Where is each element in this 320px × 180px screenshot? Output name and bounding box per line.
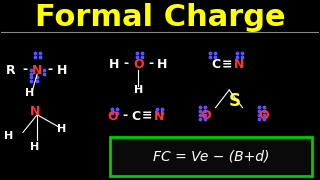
Text: -: - bbox=[22, 63, 27, 76]
Text: H: H bbox=[134, 86, 143, 95]
Text: N: N bbox=[234, 58, 244, 71]
Text: ≡: ≡ bbox=[221, 58, 232, 71]
Text: Formal Charge: Formal Charge bbox=[35, 3, 285, 32]
Text: H: H bbox=[56, 64, 67, 76]
Text: -: - bbox=[124, 57, 129, 70]
Text: C: C bbox=[131, 110, 140, 123]
Text: N: N bbox=[29, 105, 40, 118]
Text: O: O bbox=[259, 109, 269, 122]
Text: O: O bbox=[108, 110, 118, 123]
Text: H: H bbox=[4, 131, 13, 141]
Text: ≡: ≡ bbox=[142, 110, 152, 123]
Text: O: O bbox=[200, 109, 211, 122]
Text: FC = Ve − (B+d): FC = Ve − (B+d) bbox=[153, 150, 269, 164]
FancyBboxPatch shape bbox=[110, 138, 312, 176]
Text: C: C bbox=[211, 58, 220, 71]
Text: O: O bbox=[133, 58, 144, 71]
Text: H: H bbox=[25, 88, 34, 98]
Text: R: R bbox=[6, 64, 16, 76]
Text: H: H bbox=[30, 142, 39, 152]
Text: N: N bbox=[32, 64, 42, 76]
Text: N: N bbox=[154, 110, 164, 123]
Text: S: S bbox=[228, 92, 241, 110]
Text: -: - bbox=[47, 63, 52, 76]
Text: -: - bbox=[148, 57, 153, 70]
Text: H: H bbox=[57, 125, 66, 134]
Text: -: - bbox=[123, 109, 128, 122]
Text: H: H bbox=[109, 58, 119, 71]
Text: H: H bbox=[157, 58, 167, 71]
